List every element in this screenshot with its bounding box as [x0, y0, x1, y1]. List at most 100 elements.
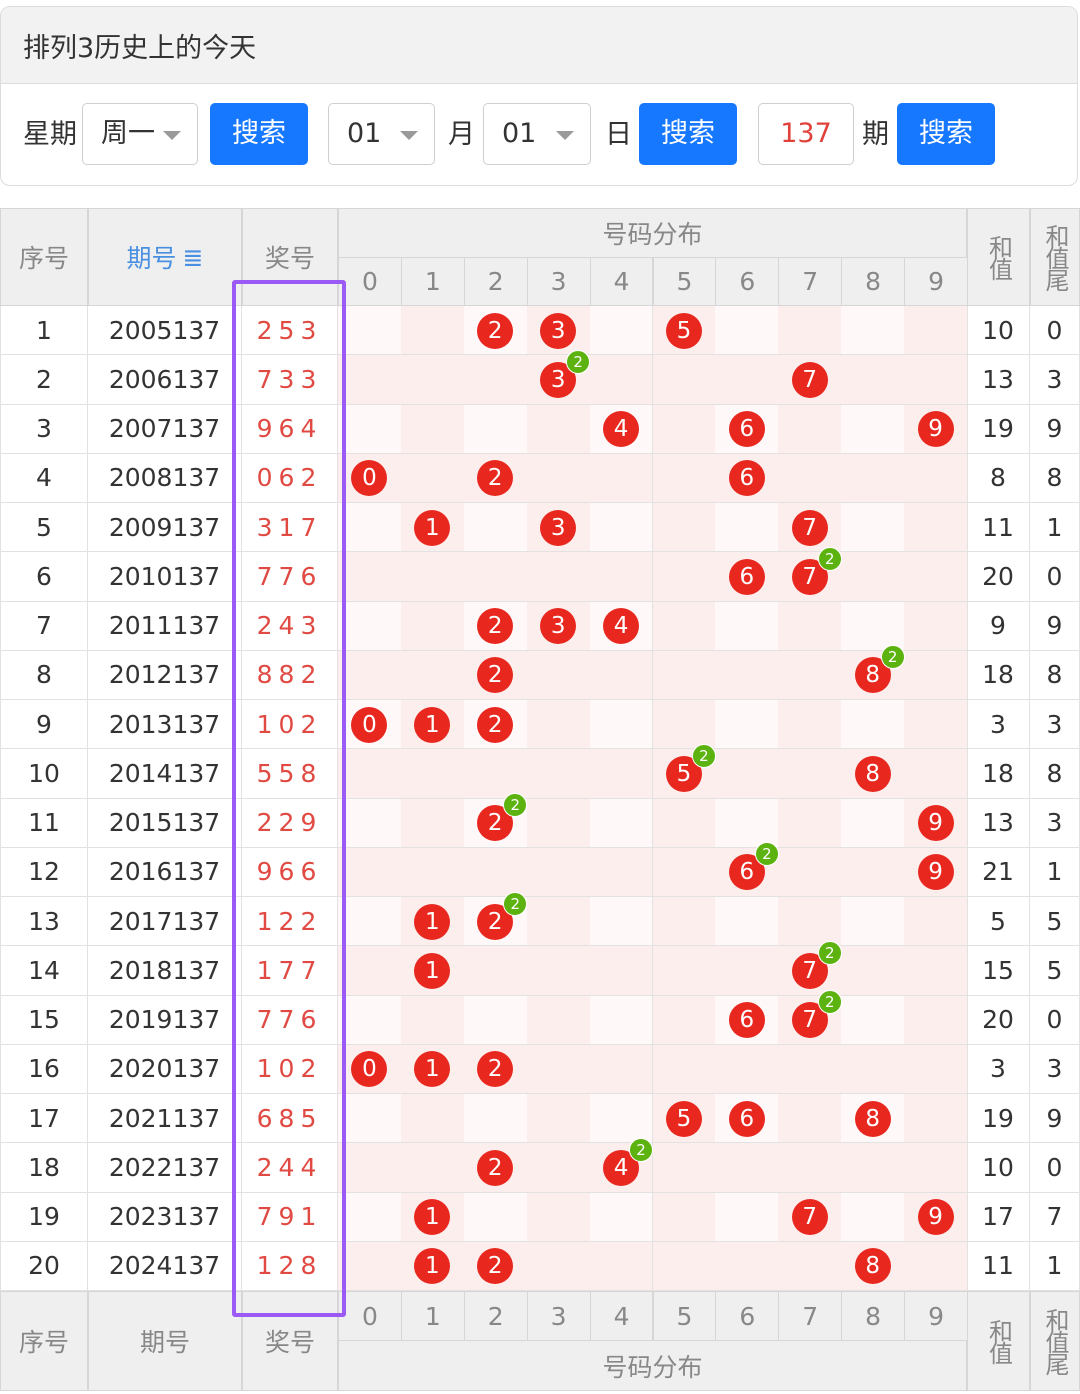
- chevron-down-icon: [556, 131, 574, 140]
- row-sum: 20: [967, 552, 1030, 602]
- row-seq: 4: [0, 453, 88, 503]
- row-number: 733: [242, 355, 338, 405]
- row-sum: 3: [967, 700, 1030, 750]
- dist-cell: [904, 552, 968, 602]
- repeat-count-badge: 2: [503, 793, 528, 818]
- row-seq: 9: [0, 700, 88, 750]
- digit-ball: 2: [477, 608, 514, 645]
- header-digit: 4: [589, 257, 654, 306]
- digit-ball: 1: [414, 903, 451, 940]
- weekday-select[interactable]: 周一: [82, 103, 198, 165]
- digit-ball: 1: [414, 1199, 451, 1236]
- row-number: 128: [242, 1241, 338, 1291]
- dist-cell: [904, 650, 968, 700]
- month-select[interactable]: 01: [328, 103, 435, 165]
- row-seq: 3: [0, 404, 88, 454]
- digit-ball: 3: [540, 312, 577, 349]
- digit-ball: 6: [728, 558, 765, 595]
- dist-cell: [652, 1143, 717, 1193]
- date-search-button[interactable]: 搜索: [639, 103, 737, 165]
- digit-ball: 1: [414, 1248, 451, 1285]
- footer-digit: 2: [463, 1291, 528, 1341]
- dist-cell: [589, 897, 654, 947]
- dist-cell: [400, 1143, 465, 1193]
- dist-cell: [778, 749, 843, 799]
- dist-cell: [589, 1094, 654, 1144]
- header-issue[interactable]: 期号 ≣: [88, 208, 242, 306]
- row-number: 685: [242, 1094, 338, 1144]
- dist-cell: [778, 1241, 843, 1291]
- dist-cell: [338, 1143, 402, 1193]
- row-issue: 2015137: [88, 798, 242, 848]
- dist-cell: [841, 404, 906, 454]
- repeat-count-badge: 2: [566, 349, 591, 374]
- dist-cell: [841, 847, 906, 897]
- dist-cell: [715, 946, 780, 996]
- dist-cell: [715, 1143, 780, 1193]
- dist-cell: [589, 355, 654, 405]
- dist-cell: [904, 700, 968, 750]
- row-seq: 6: [0, 552, 88, 602]
- row-number: 062: [242, 453, 338, 503]
- dist-cell: [526, 1094, 591, 1144]
- footer-digit: 7: [778, 1291, 843, 1341]
- repeat-count-badge: 2: [691, 743, 716, 768]
- row-number: 177: [242, 946, 338, 996]
- dist-cell: [338, 1241, 402, 1291]
- digit-ball: 1: [414, 952, 451, 989]
- repeat-count-badge: 2: [817, 940, 842, 965]
- row-number: 882: [242, 650, 338, 700]
- row-seq: 10: [0, 749, 88, 799]
- dist-cell: [338, 798, 402, 848]
- row-issue: 2014137: [88, 749, 242, 799]
- dist-cell: [526, 946, 591, 996]
- issue-input[interactable]: 137: [758, 103, 854, 165]
- header-digit: 1: [400, 257, 465, 306]
- row-number: 964: [242, 404, 338, 454]
- dist-cell: [526, 1143, 591, 1193]
- search-panel: 排列3历史上的今天 星期 周一 搜索 01 月 01 日 搜索 137 期 搜索: [0, 6, 1078, 186]
- row-sum-tail: 0: [1030, 995, 1080, 1045]
- dist-cell: [463, 1094, 528, 1144]
- footer-seq: 序号: [0, 1291, 88, 1391]
- row-number: 102: [242, 700, 338, 750]
- repeat-count-badge: 2: [754, 842, 779, 867]
- dist-cell: [463, 1192, 528, 1242]
- row-seq: 2: [0, 355, 88, 405]
- dist-cell: [526, 749, 591, 799]
- row-issue: 2007137: [88, 404, 242, 454]
- header-digit: 2: [463, 257, 528, 306]
- row-sum-tail: 9: [1030, 1094, 1080, 1144]
- dist-cell: [526, 552, 591, 602]
- row-sum: 11: [967, 1241, 1030, 1291]
- dist-cell: [526, 995, 591, 1045]
- digit-ball: 2: [477, 706, 514, 743]
- filter-row: 星期 周一 搜索 01 月 01 日 搜索 137 期 搜索: [1, 103, 1077, 167]
- dist-cell: [526, 1044, 591, 1094]
- dist-cell: [652, 1192, 717, 1242]
- dist-cell: [338, 749, 402, 799]
- dist-cell: [904, 1094, 968, 1144]
- sort-icon[interactable]: ≣: [182, 242, 204, 272]
- dist-cell: [652, 404, 717, 454]
- day-select[interactable]: 01: [483, 103, 591, 165]
- header-sum-tail: 和值尾: [1030, 208, 1080, 306]
- dist-cell: [338, 847, 402, 897]
- row-sum: 13: [967, 798, 1030, 848]
- row-sum: 17: [967, 1192, 1030, 1242]
- dist-cell: [841, 503, 906, 553]
- digit-ball: 7: [791, 509, 828, 546]
- dist-cell: [715, 1241, 780, 1291]
- dist-cell: [463, 552, 528, 602]
- digit-ball: 6: [728, 460, 765, 497]
- digit-ball: 1: [414, 706, 451, 743]
- weekday-search-button[interactable]: 搜索: [210, 103, 308, 165]
- row-seq: 7: [0, 601, 88, 651]
- dist-cell: [715, 306, 780, 356]
- issue-search-button[interactable]: 搜索: [897, 103, 995, 165]
- row-issue: 2016137: [88, 847, 242, 897]
- dist-cell: [652, 650, 717, 700]
- row-sum-tail: 3: [1030, 355, 1080, 405]
- repeat-count-badge: 2: [503, 891, 528, 916]
- row-sum: 18: [967, 749, 1030, 799]
